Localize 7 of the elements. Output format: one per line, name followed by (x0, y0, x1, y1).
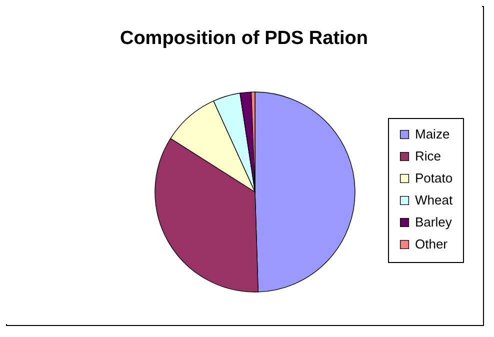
legend-label: Maize (415, 126, 450, 142)
legend-label: Wheat (415, 192, 453, 208)
legend-label: Potato (415, 170, 453, 186)
legend-label: Other (415, 236, 448, 252)
chart-title: Composition of PDS Ration (120, 28, 368, 49)
legend-label: Rice (415, 148, 442, 164)
legend-label: Barley (415, 214, 452, 230)
